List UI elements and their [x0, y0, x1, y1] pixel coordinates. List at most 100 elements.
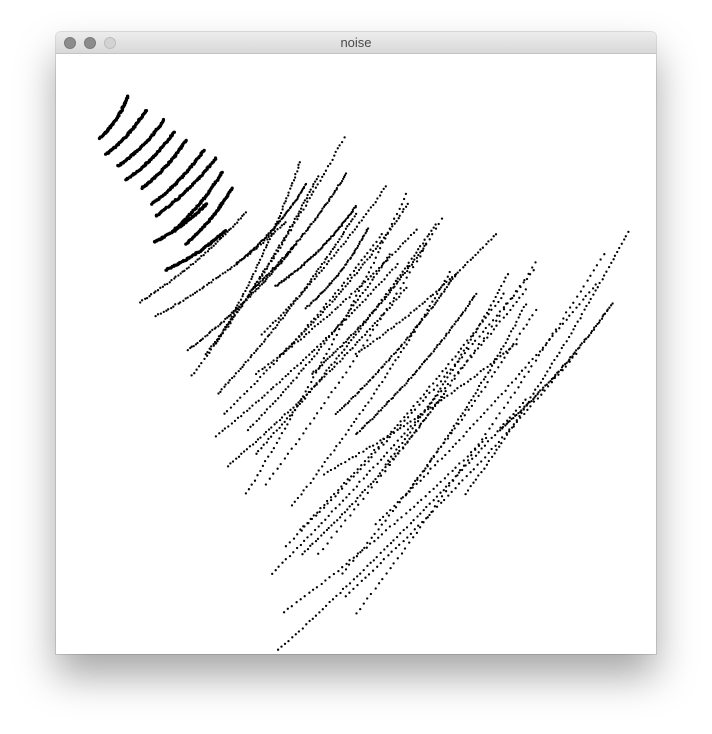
noise-dot — [399, 292, 402, 295]
noise-dot — [291, 223, 294, 227]
noise-dot — [397, 445, 401, 449]
noise-dot — [287, 372, 290, 376]
noise-dot — [508, 416, 511, 419]
noise-dot — [506, 401, 510, 404]
noise-dot — [400, 435, 403, 438]
noise-dot — [307, 325, 310, 328]
noise-dot — [372, 261, 376, 265]
noise-dot — [570, 332, 573, 335]
noise-dot — [442, 392, 446, 396]
noise-dot — [394, 546, 398, 550]
noise-dot — [350, 338, 353, 342]
noise-dot — [456, 360, 459, 364]
noise-dot — [504, 341, 507, 345]
noise-dot — [247, 252, 250, 255]
noise-dot — [439, 445, 443, 448]
noise-dot — [309, 188, 312, 191]
noise-dot — [308, 390, 312, 394]
noise-dot — [316, 537, 320, 541]
noise-dot — [177, 274, 180, 277]
noise-dot — [279, 246, 282, 249]
noise-dot — [535, 308, 538, 312]
noise-dot — [428, 354, 432, 357]
noise-dot — [358, 304, 361, 307]
noise-dot — [567, 335, 571, 339]
noise-dot — [292, 379, 295, 382]
noise-dot — [402, 539, 405, 543]
noise-dot — [269, 259, 273, 263]
noise-dot — [349, 348, 352, 352]
noise-dot — [282, 311, 285, 314]
close-button[interactable] — [64, 37, 76, 49]
noise-dot — [387, 359, 391, 362]
noise-dot — [354, 266, 357, 269]
noise-dot — [357, 289, 361, 293]
noise-dot — [357, 268, 361, 272]
noise-dot — [311, 542, 314, 545]
noise-dot — [416, 476, 419, 480]
noise-dot — [458, 438, 461, 442]
noise-dot — [379, 409, 383, 412]
noise-dot — [312, 275, 315, 278]
title-bar[interactable]: noise — [56, 32, 656, 54]
noise-dot — [398, 278, 401, 281]
noise-dot — [323, 261, 326, 264]
noise-dot — [434, 223, 437, 226]
noise-dot — [287, 194, 290, 197]
noise-dot — [222, 328, 225, 332]
minimize-button[interactable] — [84, 37, 96, 49]
noise-dot — [382, 437, 385, 440]
noise-dot — [428, 304, 431, 308]
noise-dot — [399, 427, 402, 430]
noise-dot — [236, 304, 239, 307]
noise-dot — [288, 225, 292, 229]
noise-dot — [354, 352, 357, 356]
noise-dot — [291, 411, 294, 414]
noise-dot — [417, 248, 420, 251]
noise-dot — [497, 300, 500, 304]
noise-dot — [579, 290, 583, 293]
noise-dot — [337, 288, 340, 292]
noise-dot — [358, 338, 361, 342]
sketch-canvas[interactable] — [56, 54, 656, 654]
noise-dot — [221, 429, 224, 432]
noise-dot — [573, 324, 577, 328]
noise-dot — [256, 243, 260, 246]
noise-dot — [372, 276, 375, 279]
noise-dot — [366, 344, 369, 348]
noise-dot — [322, 473, 326, 476]
noise-dot — [618, 246, 621, 250]
noise-dot — [185, 267, 189, 270]
noise-dot — [393, 394, 396, 397]
noise-dot — [554, 373, 557, 377]
noise-dot — [470, 298, 474, 301]
zoom-button[interactable] — [104, 37, 116, 49]
noise-dot — [354, 248, 357, 251]
noise-dot — [399, 420, 402, 423]
noise-dot — [248, 445, 252, 448]
noise-dot — [422, 508, 425, 512]
noise-dot — [568, 358, 571, 361]
noise-dot — [316, 322, 320, 326]
noise-dot — [444, 334, 448, 337]
noise-dot — [356, 575, 359, 578]
noise-dot — [381, 380, 384, 384]
noise-dot — [353, 471, 356, 475]
noise-dot — [611, 302, 614, 305]
noise-dot — [484, 375, 487, 379]
noise-dot — [352, 360, 355, 363]
noise-dot — [325, 338, 328, 342]
noise-dot — [313, 528, 317, 532]
noise-dot — [198, 288, 201, 291]
noise-dot — [285, 347, 288, 350]
noise-dot — [592, 293, 595, 296]
noise-dot — [398, 214, 401, 217]
noise-dot — [466, 455, 469, 458]
noise-dot — [243, 256, 246, 259]
noise-dot — [448, 481, 451, 485]
noise-dot — [373, 448, 376, 452]
noise-dot — [251, 443, 255, 446]
noise-dot — [494, 233, 498, 236]
noise-dot — [297, 163, 300, 166]
noise-dot — [513, 391, 516, 394]
